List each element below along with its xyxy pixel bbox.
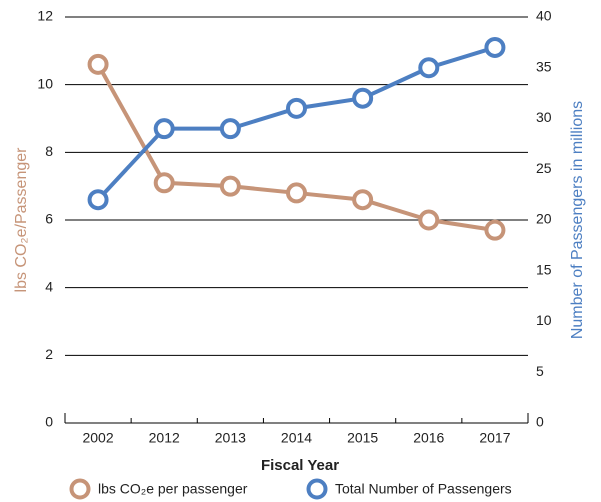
y2-tick-label: 25 (536, 160, 552, 176)
x-tick-label: 2015 (347, 430, 378, 446)
y-tick-label: 0 (45, 414, 53, 430)
point (153, 172, 175, 194)
y2-tick-label: 5 (536, 363, 544, 379)
point (352, 189, 374, 211)
point (484, 36, 506, 58)
point (219, 175, 241, 197)
x-tick-label: 2014 (281, 430, 312, 446)
x-tick-label: 2017 (479, 430, 510, 446)
y-tick-label: 10 (37, 75, 53, 91)
x-tick-label: 2002 (82, 430, 113, 446)
y2-tick-label: 40 (536, 8, 552, 24)
x-axis-label: Fiscal Year (261, 457, 339, 474)
y-tick-label: 4 (45, 278, 53, 294)
y-tick-label: 6 (45, 211, 53, 227)
series-line (96, 63, 496, 233)
point (286, 97, 307, 119)
x-tick-label: 2016 (413, 430, 444, 446)
legend-marker (306, 478, 328, 500)
point (286, 182, 307, 204)
legend-label: Total Number of Passengers (335, 481, 512, 497)
legend-marker (69, 478, 91, 500)
point (418, 209, 440, 231)
y-tick-label: 12 (37, 8, 53, 24)
point (484, 219, 506, 241)
point (352, 87, 374, 109)
y-axis-label: lbs CO₂e/Passenger (13, 147, 30, 293)
y2-tick-label: 20 (536, 211, 552, 227)
point (87, 53, 109, 75)
x-tick-label: 2013 (215, 430, 246, 446)
point (418, 57, 440, 79)
y2-tick-label: 15 (536, 261, 552, 277)
y2-tick-label: 0 (536, 414, 544, 430)
point (87, 189, 109, 211)
y2-tick-label: 10 (536, 312, 552, 328)
y2-tick-label: 35 (536, 58, 552, 74)
y2-axis-label: Number of Passengers in millions (569, 101, 586, 339)
legend-label: lbs CO₂e per passenger (98, 481, 248, 497)
y2-tick-label: 30 (536, 109, 552, 125)
y-tick-label: 8 (45, 143, 53, 159)
point (219, 118, 241, 140)
x-tick-label: 2012 (149, 430, 180, 446)
y-tick-label: 2 (45, 346, 53, 362)
point (153, 118, 175, 140)
